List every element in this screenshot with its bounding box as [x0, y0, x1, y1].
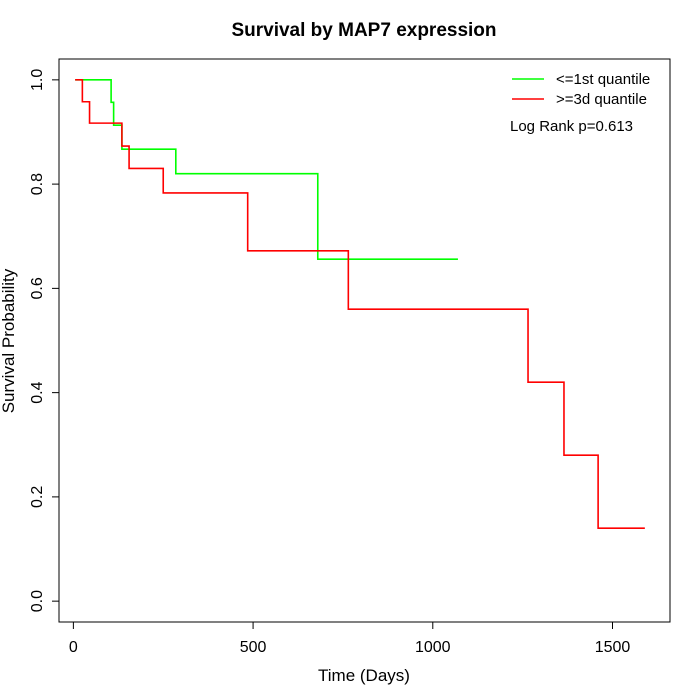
x-tick-label: 1500 [595, 639, 631, 656]
log-rank-annotation: Log Rank p=0.613 [510, 118, 633, 135]
series-layer [75, 79, 645, 529]
legend-label-series-1: >=3d quantile [556, 91, 647, 108]
x-axis: 0 500 1000 1500 [69, 621, 631, 656]
y-tick-label: 0.4 [29, 381, 46, 403]
y-tick-label: 1.0 [29, 69, 46, 91]
y-tick-label: 0.8 [29, 173, 46, 195]
legend-label-series-0: <=1st quantile [556, 71, 650, 88]
y-tick-label: 0.2 [29, 486, 46, 508]
survival-curve-series-1 [75, 79, 645, 529]
chart-title: Survival by MAP7 expression [231, 20, 496, 41]
x-tick-label: 1000 [415, 639, 451, 656]
y-axis-label: Survival Probability [0, 268, 18, 413]
y-tick-label: 0.0 [29, 590, 46, 612]
x-tick-label: 0 [69, 639, 78, 656]
x-axis-label: Time (Days) [318, 666, 410, 685]
y-axis: 0.0 0.2 0.4 0.6 0.8 1.0 [29, 69, 60, 612]
y-tick-label: 0.6 [29, 277, 46, 299]
legend: <=1st quantile >=3d quantile [512, 71, 650, 108]
x-tick-label: 500 [240, 639, 267, 656]
